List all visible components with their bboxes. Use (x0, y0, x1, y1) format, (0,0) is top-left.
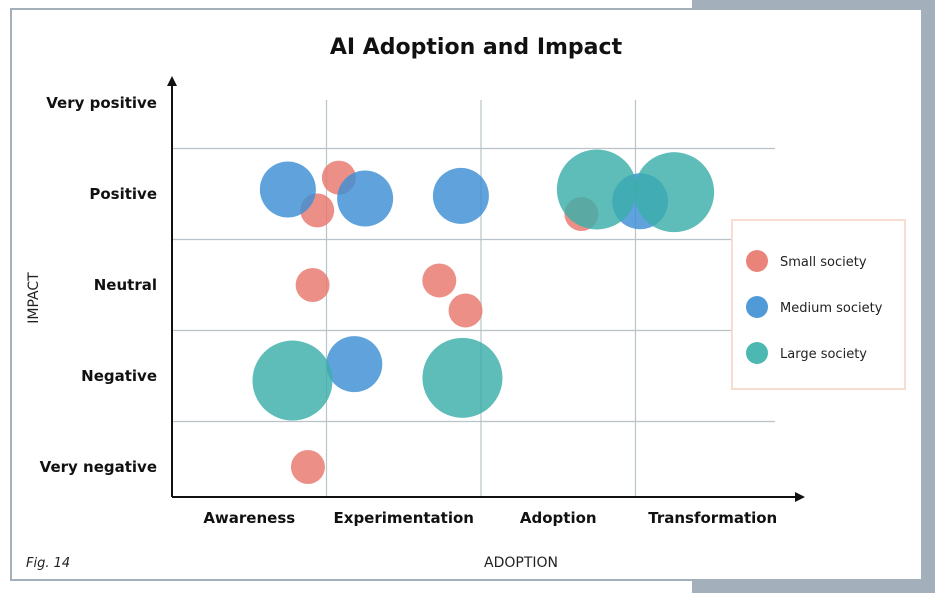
medium-society-bubble (432, 167, 489, 224)
small-society-bubble (448, 293, 483, 328)
y-tick-label: Very positive (46, 94, 157, 112)
y-tick-label: Positive (89, 185, 157, 203)
x-tick-label: Experimentation (334, 509, 474, 527)
legend-swatch (746, 342, 768, 364)
legend-swatch (746, 250, 768, 272)
y-tick-label: Neutral (94, 276, 157, 294)
y-tick-labels: Very negative Negative Neutral Positive Very… (40, 94, 157, 476)
small-society-bubble (422, 263, 457, 298)
legend-label: Medium society (780, 301, 883, 316)
x-tick-label: Adoption (520, 509, 597, 527)
large-society-bubble (634, 152, 715, 233)
y-axis-title: IMPACT (26, 272, 42, 324)
y-tick-label: Negative (81, 367, 157, 385)
x-axis-title: ADOPTION (484, 555, 558, 571)
small-society-bubble (290, 450, 325, 484)
x-tick-label: Awareness (203, 509, 295, 527)
legend-swatch (746, 296, 768, 318)
figure-caption: Fig. 14 (26, 556, 70, 571)
large-society-bubble (422, 337, 503, 418)
grid (172, 100, 775, 497)
chart-title: AI Adoption and Impact (330, 35, 623, 60)
medium-society-bubble (326, 336, 383, 393)
medium-society-bubble (337, 170, 394, 227)
legend-label: Large society (780, 347, 867, 362)
x-tick-label: Transformation (648, 509, 777, 527)
bubbles (252, 149, 715, 484)
large-society-bubble (556, 149, 637, 230)
medium-society-bubble (259, 161, 316, 218)
large-society-bubble (252, 340, 333, 421)
x-tick-labels: Awareness Experimentation Adoption Transfor… (203, 509, 777, 527)
legend: Small society Medium society Large society (731, 219, 906, 390)
small-society-bubble (295, 268, 330, 302)
legend-label: Small society (780, 255, 867, 270)
y-tick-label: Very negative (40, 458, 157, 476)
